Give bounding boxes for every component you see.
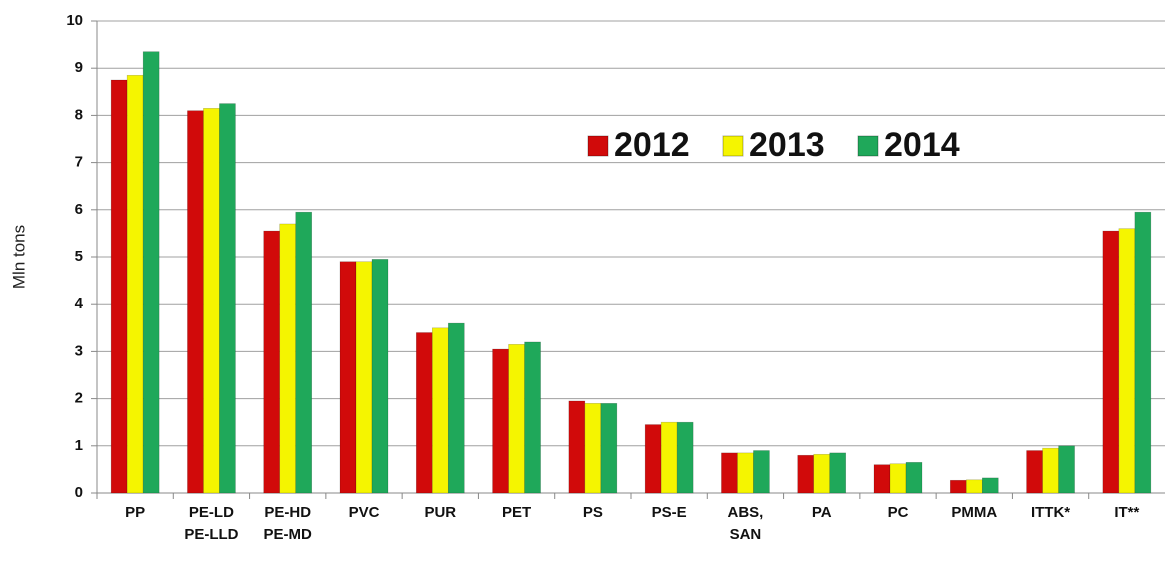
bar bbox=[1102, 230, 1120, 494]
legend-label: 2013 bbox=[749, 126, 825, 164]
bar bbox=[279, 223, 297, 494]
bar bbox=[1118, 228, 1136, 494]
bar bbox=[415, 332, 433, 494]
bar bbox=[568, 400, 586, 494]
bar bbox=[508, 344, 525, 494]
bar bbox=[110, 79, 128, 494]
x-tick-label: PE-HD PE-MD bbox=[263, 504, 312, 543]
bar bbox=[203, 108, 220, 494]
x-tick-label: PA bbox=[811, 504, 832, 521]
x-tick-label: PMMA bbox=[951, 504, 998, 521]
bar bbox=[737, 452, 754, 494]
bar bbox=[797, 454, 815, 494]
x-tick-label: PE-LD PE-LLD bbox=[184, 504, 239, 543]
x-tick-label: IT** bbox=[1114, 504, 1140, 521]
bar bbox=[371, 259, 389, 494]
bar bbox=[492, 348, 509, 494]
legend-label: 2014 bbox=[884, 126, 960, 164]
bar bbox=[219, 103, 236, 494]
y-tick-label: 1 bbox=[75, 437, 83, 454]
legend-label: 2012 bbox=[614, 126, 690, 164]
bar bbox=[660, 421, 678, 494]
bar bbox=[126, 74, 144, 494]
bar bbox=[1134, 211, 1152, 494]
bar bbox=[676, 421, 694, 494]
y-tick-label: 9 bbox=[75, 59, 83, 76]
y-tick-label: 8 bbox=[75, 106, 83, 123]
bar bbox=[355, 261, 373, 494]
bar bbox=[187, 110, 204, 494]
bar bbox=[600, 403, 618, 494]
x-tick-label: PP bbox=[125, 504, 146, 521]
legend-swatch bbox=[722, 135, 744, 157]
x-tick-label: ITTK* bbox=[1030, 504, 1071, 521]
y-axis-label: Mln tons bbox=[9, 225, 28, 289]
bar bbox=[295, 211, 313, 494]
bar bbox=[753, 450, 770, 494]
x-tick-label: ABS, SAN bbox=[727, 504, 764, 543]
x-tick-label: PS-E bbox=[651, 504, 687, 521]
y-tick-label: 4 bbox=[75, 295, 84, 312]
y-tick-label: 10 bbox=[66, 12, 83, 29]
bar bbox=[644, 424, 662, 494]
x-tick-label: PVC bbox=[348, 504, 380, 521]
legend-swatch bbox=[857, 135, 879, 157]
bar bbox=[584, 403, 602, 494]
bar bbox=[721, 452, 738, 494]
bar bbox=[873, 464, 891, 494]
y-tick-label: 7 bbox=[75, 154, 83, 171]
x-tick-label: PUR bbox=[424, 504, 457, 521]
y-tick-label: 2 bbox=[75, 390, 83, 407]
legend-swatch bbox=[587, 135, 609, 157]
bar bbox=[889, 463, 907, 494]
bar bbox=[142, 51, 160, 494]
y-tick-label: 6 bbox=[75, 201, 83, 218]
bar bbox=[981, 477, 999, 494]
y-tick-label: 3 bbox=[75, 342, 83, 359]
bar bbox=[813, 453, 831, 494]
bar bbox=[447, 322, 465, 494]
bar bbox=[905, 462, 923, 494]
bar bbox=[829, 452, 847, 494]
bar bbox=[965, 479, 983, 494]
bar bbox=[431, 327, 449, 494]
bar bbox=[949, 479, 967, 494]
bar bbox=[1058, 445, 1075, 494]
bar bbox=[1042, 447, 1059, 494]
y-tick-label: 0 bbox=[75, 484, 83, 501]
y-tick-label: 5 bbox=[75, 248, 83, 265]
bar bbox=[524, 341, 541, 494]
x-tick-label: PS bbox=[582, 504, 603, 521]
bar bbox=[339, 261, 357, 494]
bar bbox=[263, 230, 281, 494]
x-tick-label: PC bbox=[887, 504, 909, 521]
x-tick-label: PET bbox=[501, 504, 532, 521]
bar bbox=[1026, 450, 1043, 494]
